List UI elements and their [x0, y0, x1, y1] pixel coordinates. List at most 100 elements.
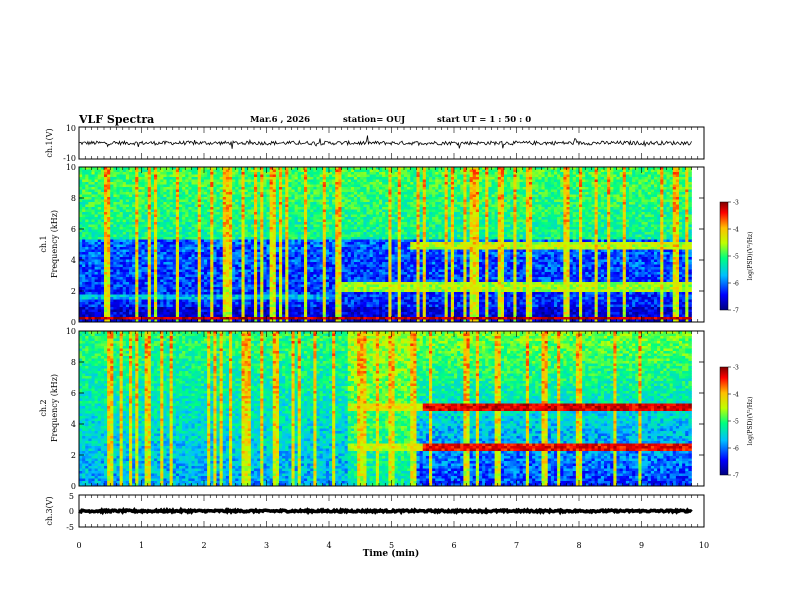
spectrogram-cell: [213, 297, 216, 300]
spectrogram-cell: [288, 180, 291, 183]
spectrogram-cell: [267, 212, 270, 215]
spectrogram-cell: [317, 292, 320, 295]
spectrogram-cell: [282, 177, 285, 180]
spectrogram-cell: [117, 192, 120, 195]
spectrogram-cell: [151, 310, 154, 313]
spectrogram-cell: [307, 255, 310, 258]
spectrogram-cell: [235, 190, 238, 193]
spectrogram-cell: [142, 177, 145, 180]
spectrogram-cell: [129, 247, 132, 250]
spectrogram-cell: [320, 250, 323, 253]
spectrogram-cell: [173, 225, 176, 228]
spectrogram-cell: [226, 267, 229, 270]
spectrogram-cell: [120, 197, 123, 200]
spectrogram-cell: [185, 280, 188, 283]
spectrogram-cell: [273, 200, 276, 203]
spectrogram-cell: [301, 197, 304, 200]
spectrogram-cell: [251, 280, 254, 283]
spectrogram-cell: [232, 192, 235, 195]
spectrogram-cell: [198, 307, 201, 310]
spectrogram-cell: [301, 185, 304, 188]
spectrogram-cell: [301, 282, 304, 285]
spectrogram-cell: [113, 245, 116, 248]
spectrogram-cell: [157, 210, 160, 213]
spectrogram-cell: [85, 227, 88, 230]
spectrogram-cell: [160, 302, 163, 305]
spectrogram-cell: [248, 242, 251, 245]
spectrogram-cell: [107, 265, 110, 268]
spectrogram-cell: [213, 172, 216, 175]
spectrogram-cell: [188, 215, 191, 218]
spectrogram-cell: [270, 275, 273, 278]
spectrogram-cell: [301, 175, 304, 178]
spectrogram-cell: [304, 307, 307, 310]
spectrogram-cell: [104, 280, 107, 283]
spectrogram-cell: [213, 302, 216, 305]
spectrogram-cell: [148, 187, 151, 190]
spectrogram-cell: [107, 177, 110, 180]
spectrogram-cell: [257, 277, 260, 280]
spectrogram-cell: [282, 240, 285, 243]
spectrogram-cell: [226, 272, 229, 275]
spectrogram-cell: [104, 287, 107, 290]
spectrogram-cell: [251, 232, 254, 235]
spectrogram-cell: [88, 212, 91, 215]
spectrogram-cell: [188, 272, 191, 275]
spectrogram-cell: [301, 210, 304, 213]
spectrogram-cell: [226, 227, 229, 230]
spectrogram-cell: [145, 260, 148, 263]
spectrogram-cell: [307, 215, 310, 218]
spectrogram-cell: [204, 197, 207, 200]
spectrogram-cell: [157, 207, 160, 210]
spectrogram-cell: [245, 272, 248, 275]
spectrogram-cell: [282, 205, 285, 208]
spectrogram-cell: [204, 215, 207, 218]
spectrogram-cell: [310, 257, 313, 260]
spectrogram-cell: [288, 245, 291, 248]
spectrogram-cell: [213, 200, 216, 203]
spectrogram-cell: [282, 187, 285, 190]
spectrogram-cell: [176, 290, 179, 293]
spectrogram-cell: [223, 270, 226, 273]
spectrogram-cell: [288, 290, 291, 293]
spectrogram-cell: [207, 277, 210, 280]
spectrogram-cell: [107, 255, 110, 258]
spectrogram-cell: [323, 272, 326, 275]
spectrogram-cell: [170, 232, 173, 235]
spectrogram-cell: [273, 250, 276, 253]
spectrogram-cell: [245, 232, 248, 235]
spectrogram-cell: [142, 175, 145, 178]
spectrogram-cell: [270, 205, 273, 208]
spectrogram-cell: [242, 250, 245, 253]
spectrogram-cell: [242, 202, 245, 205]
spectrogram-cell: [179, 185, 182, 188]
spectrogram-cell: [110, 170, 113, 173]
spectrogram-cell: [176, 300, 179, 303]
spectrogram-cell: [326, 202, 329, 205]
spectrogram-cell: [170, 245, 173, 248]
spectrogram-cell: [310, 235, 313, 238]
spectrogram-cell: [282, 197, 285, 200]
spectrogram-cell: [217, 200, 220, 203]
spectrogram-cell: [201, 230, 204, 233]
spectrogram-cell: [235, 195, 238, 198]
spectrogram-cell: [195, 247, 198, 250]
spectrogram-cell: [298, 242, 301, 245]
spectrogram-cell: [298, 262, 301, 265]
spectrogram-cell: [301, 277, 304, 280]
spectrogram-cell: [173, 295, 176, 298]
spectrogram-cell: [160, 215, 163, 218]
spectrogram-cell: [117, 222, 120, 225]
spectrogram-cell: [323, 315, 326, 318]
spectrogram-cell: [151, 215, 154, 218]
spectrogram-cell: [301, 180, 304, 183]
spectrogram-cell: [145, 187, 148, 190]
spectrogram-cell: [254, 175, 257, 178]
spectrogram-cell: [117, 272, 120, 275]
spectrogram-cell: [282, 302, 285, 305]
spectrogram-cell: [110, 285, 113, 288]
spectrogram-cell: [213, 177, 216, 180]
spectrogram-cell: [98, 175, 101, 178]
spectrogram-cell: [195, 172, 198, 175]
spectrogram-cell: [301, 230, 304, 233]
